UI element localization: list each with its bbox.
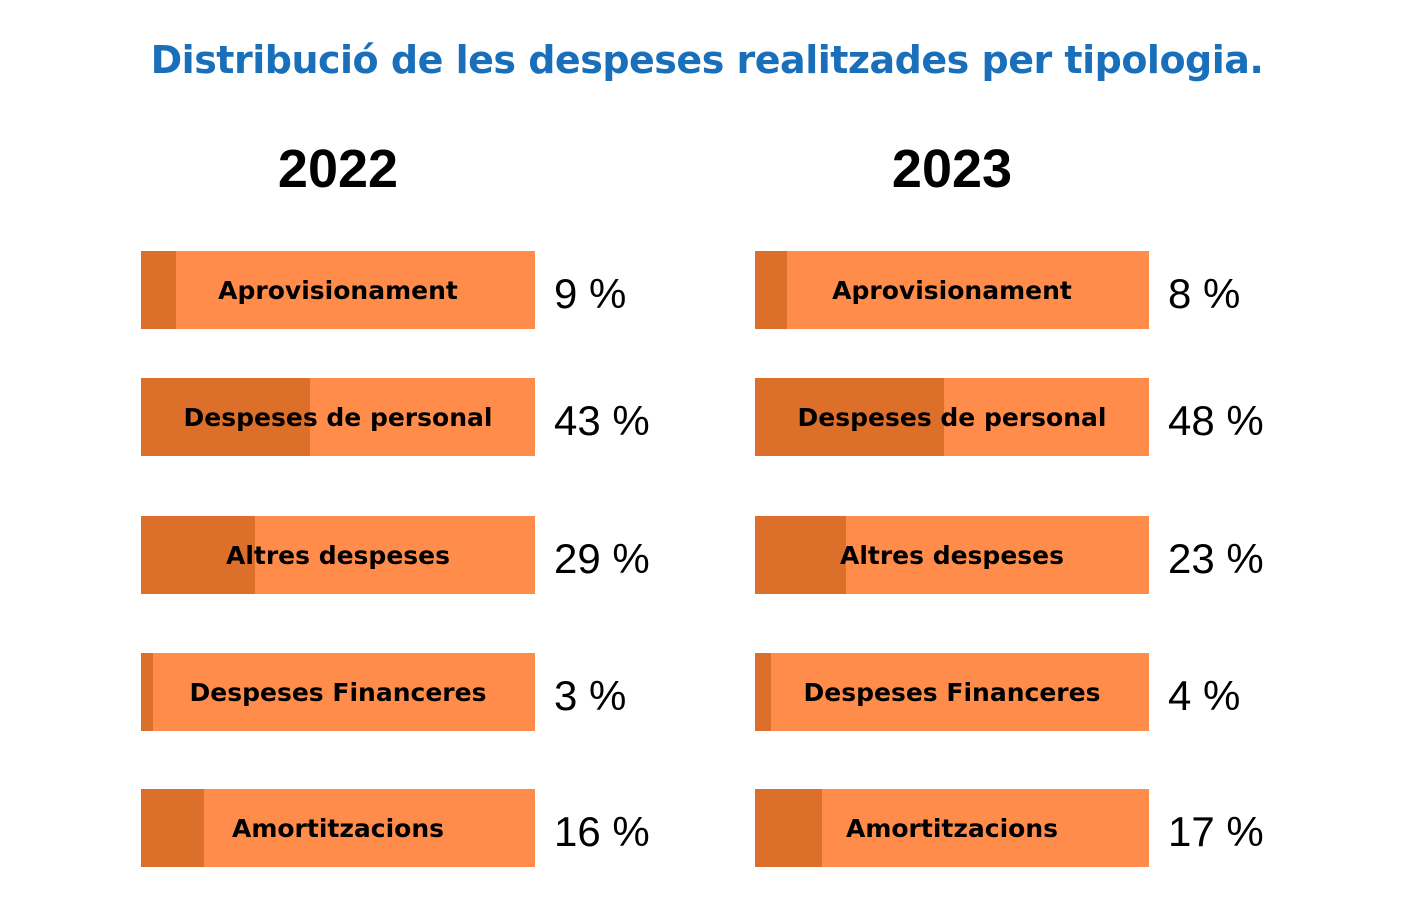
bar-fill bbox=[141, 653, 153, 731]
bar-aprovisionament: Aprovisionament bbox=[755, 251, 1149, 329]
bar-category-label: Altres despeses bbox=[839, 540, 1065, 570]
percent-label: 3 % bbox=[554, 672, 627, 719]
percent-label: 43 % bbox=[554, 397, 650, 444]
bar-category-label: Altres despeses bbox=[225, 540, 451, 570]
percent-label: 29 % bbox=[554, 535, 650, 582]
bar-altres-despeses: Altres despeses bbox=[755, 516, 1149, 594]
bar-category-label: Amortitzacions bbox=[231, 813, 445, 843]
bar-category-label: Despeses de personal bbox=[797, 402, 1107, 432]
bar-fill bbox=[141, 516, 256, 594]
year-label: 2023 bbox=[891, 139, 1013, 199]
bar-amortitzacions: Amortitzacions bbox=[141, 789, 535, 867]
year-label: 2022 bbox=[277, 139, 399, 199]
bar-despeses-de-personal: Despeses de personal bbox=[755, 378, 1149, 456]
bar-aprovisionament: Aprovisionament bbox=[141, 251, 535, 329]
percent-label: 48 % bbox=[1168, 397, 1264, 444]
chart-panel-2022: 2022 Aprovisionament 9 % Despeses de perso… bbox=[141, 0, 701, 900]
bar-category-label: Amortitzacions bbox=[845, 813, 1059, 843]
bar-fill bbox=[755, 653, 771, 731]
bar-category-label: Aprovisionament bbox=[218, 275, 458, 305]
bar-despeses-financeres: Despeses Financeres bbox=[755, 653, 1149, 731]
bar-fill bbox=[755, 251, 787, 329]
bar-altres-despeses: Altres despeses bbox=[141, 516, 535, 594]
bar-fill bbox=[141, 789, 205, 867]
chart-panel-2023: 2023 Aprovisionament 8 % Despeses de perso… bbox=[755, 0, 1315, 900]
bar-fill bbox=[141, 251, 177, 329]
bar-category-label: Despeses de personal bbox=[183, 402, 493, 432]
bar-despeses-financeres: Despeses Financeres bbox=[141, 653, 535, 731]
bar-despeses-de-personal: Despeses de personal bbox=[141, 378, 535, 456]
percent-label: 4 % bbox=[1168, 672, 1241, 719]
percent-label: 23 % bbox=[1168, 535, 1264, 582]
bar-category-label: Despeses Financeres bbox=[803, 677, 1101, 707]
bar-category-label: Aprovisionament bbox=[832, 275, 1072, 305]
bar-fill bbox=[755, 516, 846, 594]
bar-fill bbox=[755, 789, 822, 867]
bar-fill bbox=[755, 378, 945, 456]
percent-label: 17 % bbox=[1168, 808, 1264, 855]
percent-label: 9 % bbox=[554, 270, 627, 317]
percent-label: 16 % bbox=[554, 808, 650, 855]
percent-label: 8 % bbox=[1168, 270, 1241, 317]
bar-amortitzacions: Amortitzacions bbox=[755, 789, 1149, 867]
chart-title: Distribució de les despeses realitzades … bbox=[150, 38, 1264, 82]
bar-category-label: Despeses Financeres bbox=[189, 677, 487, 707]
bar-fill bbox=[141, 378, 311, 456]
